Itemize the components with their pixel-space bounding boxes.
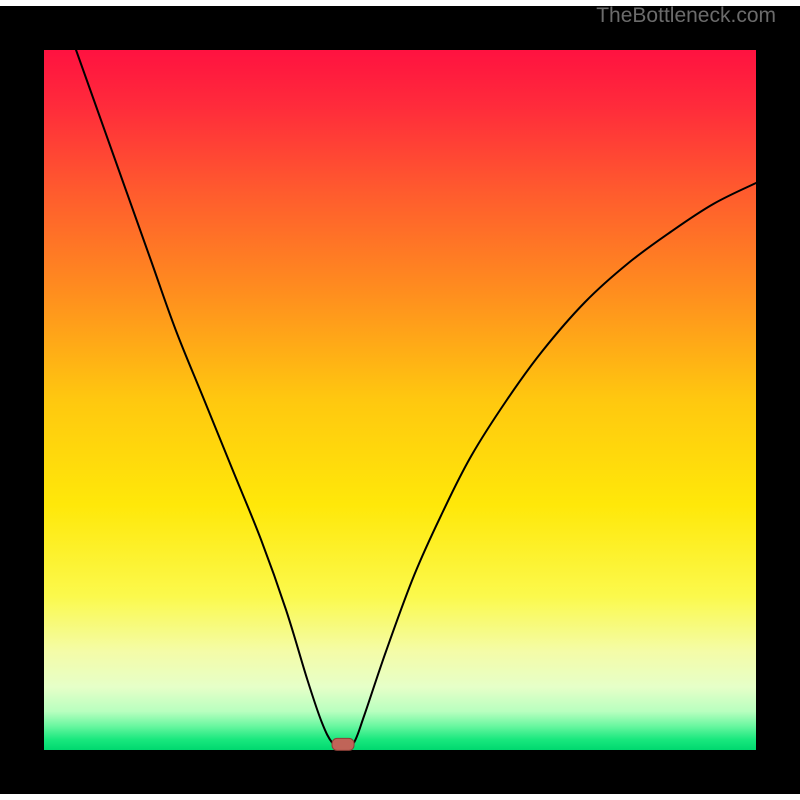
chart-container: TheBottleneck.com — [0, 0, 800, 800]
watermark-text: TheBottleneck.com — [596, 4, 776, 28]
bottleneck-plot — [0, 0, 800, 800]
vertex-marker — [332, 738, 354, 750]
plot-background — [44, 50, 756, 750]
